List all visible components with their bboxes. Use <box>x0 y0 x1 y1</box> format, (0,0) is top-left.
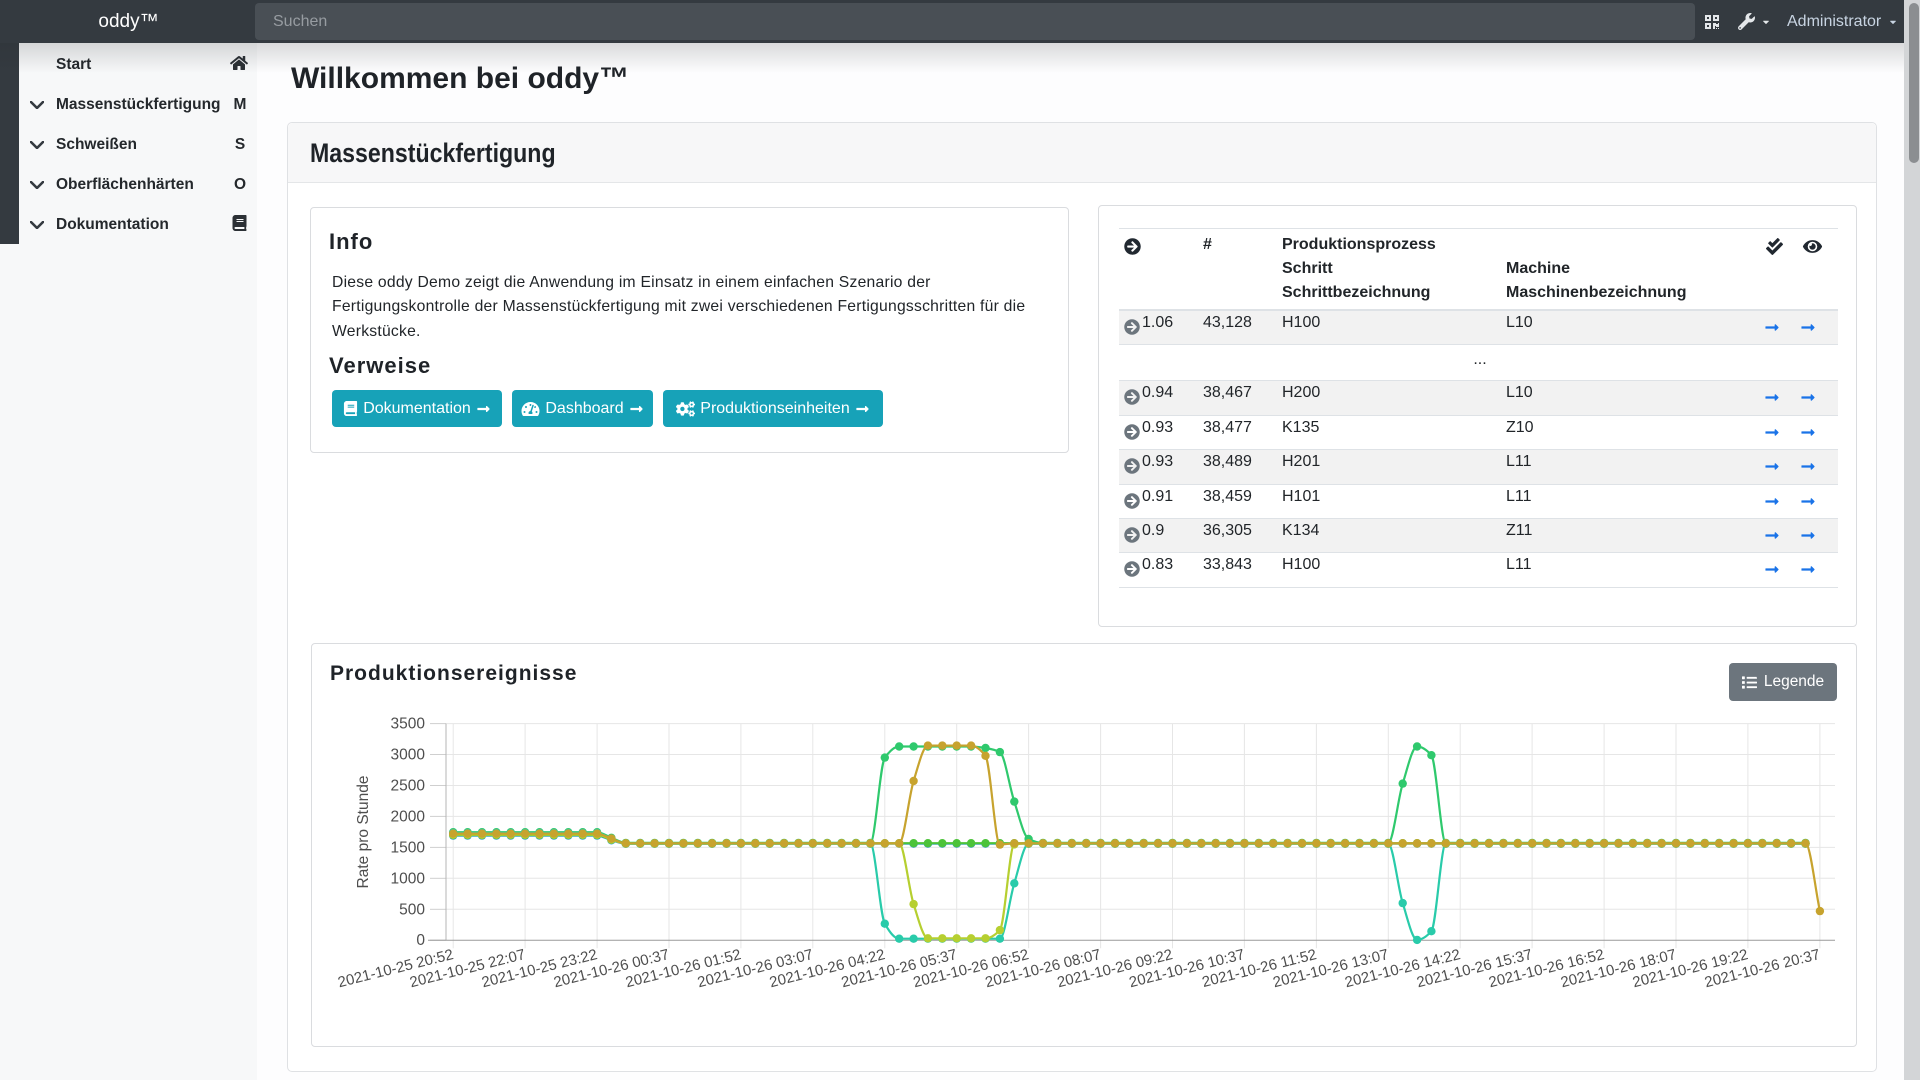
svg-text:2500: 2500 <box>391 778 426 795</box>
svg-text:Rate pro Stunde: Rate pro Stunde <box>355 776 372 889</box>
svg-text:500: 500 <box>399 901 425 918</box>
svg-text:1500: 1500 <box>391 839 426 856</box>
svg-text:0: 0 <box>416 932 425 949</box>
svg-text:2000: 2000 <box>391 808 426 825</box>
svg-text:3000: 3000 <box>391 747 426 764</box>
svg-text:3500: 3500 <box>391 716 426 733</box>
svg-text:1000: 1000 <box>391 870 426 887</box>
